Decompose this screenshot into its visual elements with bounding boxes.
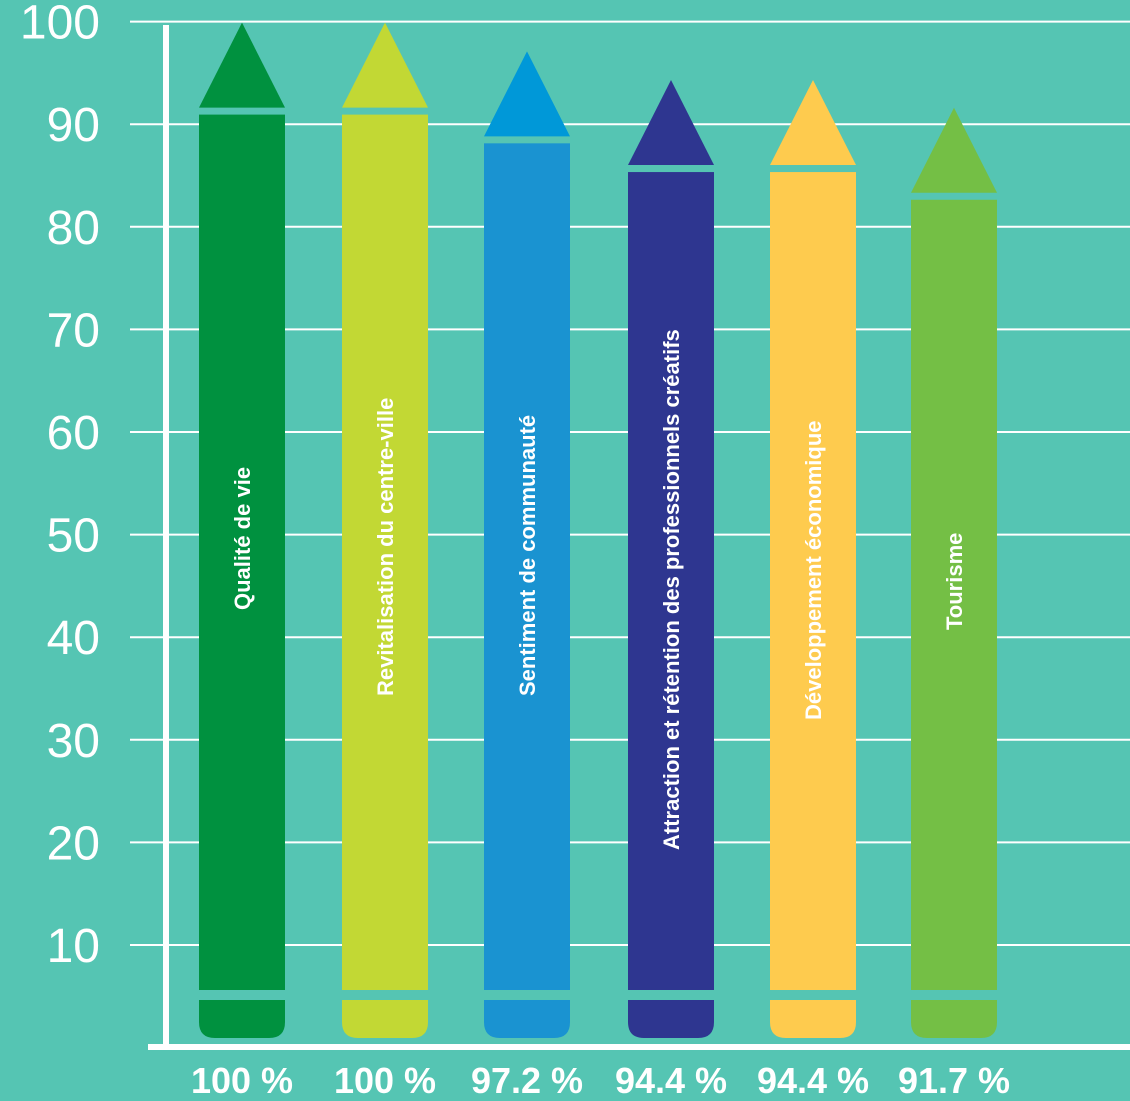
y-tick-label: 80 <box>47 202 100 255</box>
y-tick-label: 30 <box>47 715 100 768</box>
crayon-bar: Sentiment de communauté <box>484 51 570 1038</box>
value-label: 100 % <box>334 1060 436 1101</box>
bar-base <box>342 1000 428 1038</box>
category-label: Attraction et rétention des professionne… <box>659 329 684 850</box>
y-axis: 10 20 30 40 50 60 70 80 90 100 <box>20 0 1130 1050</box>
y-tick-label: 100 <box>20 0 100 50</box>
bar-tip <box>770 80 856 166</box>
bar-tip <box>199 22 285 108</box>
value-label: 91.7 % <box>898 1060 1010 1101</box>
crayon-bar: Revitalisation du centre-ville <box>342 22 428 1038</box>
y-tick-label: 40 <box>47 612 100 665</box>
value-label: 94.4 % <box>757 1060 869 1101</box>
bar-base <box>484 1000 570 1038</box>
bar-base <box>628 1000 714 1038</box>
bars: Qualité de vie Revitalisation du centre-v… <box>199 22 997 1038</box>
bar-base <box>911 1000 997 1038</box>
category-label: Qualité de vie <box>230 467 255 610</box>
y-tick-label: 10 <box>47 920 100 973</box>
y-tick-label: 50 <box>47 510 100 563</box>
value-labels: 100 % 100 % 97.2 % 94.4 % 94.4 % 91.7 % <box>191 1060 1010 1101</box>
y-tick-label: 90 <box>47 99 100 152</box>
bar-body <box>628 172 714 990</box>
bar-body <box>911 199 997 990</box>
y-tick-label: 20 <box>47 817 100 870</box>
crayon-bar: Qualité de vie <box>199 22 285 1038</box>
bar-tip <box>484 51 570 137</box>
value-label: 100 % <box>191 1060 293 1101</box>
crayon-bar: Tourisme <box>911 107 997 1038</box>
value-label: 97.2 % <box>471 1060 583 1101</box>
category-label: Tourisme <box>942 533 967 630</box>
bar-tip <box>911 107 997 193</box>
bar-tip <box>628 80 714 166</box>
value-label: 94.4 % <box>615 1060 727 1101</box>
y-tick-label: 70 <box>47 304 100 357</box>
bar-body <box>342 114 428 991</box>
bar-base <box>199 1000 285 1038</box>
crayon-bar: Attraction et rétention des professionne… <box>628 80 714 1038</box>
y-tick-label: 60 <box>47 407 100 460</box>
bar-body <box>770 172 856 990</box>
category-label: Sentiment de communauté <box>515 415 540 696</box>
bar-tip <box>342 22 428 108</box>
category-label: Développement économique <box>801 420 826 720</box>
category-label: Revitalisation du centre-ville <box>373 398 398 696</box>
crayon-bar: Développement économique <box>770 80 856 1038</box>
bar-base <box>770 1000 856 1038</box>
bar-body <box>199 114 285 991</box>
bar-body <box>484 143 570 990</box>
